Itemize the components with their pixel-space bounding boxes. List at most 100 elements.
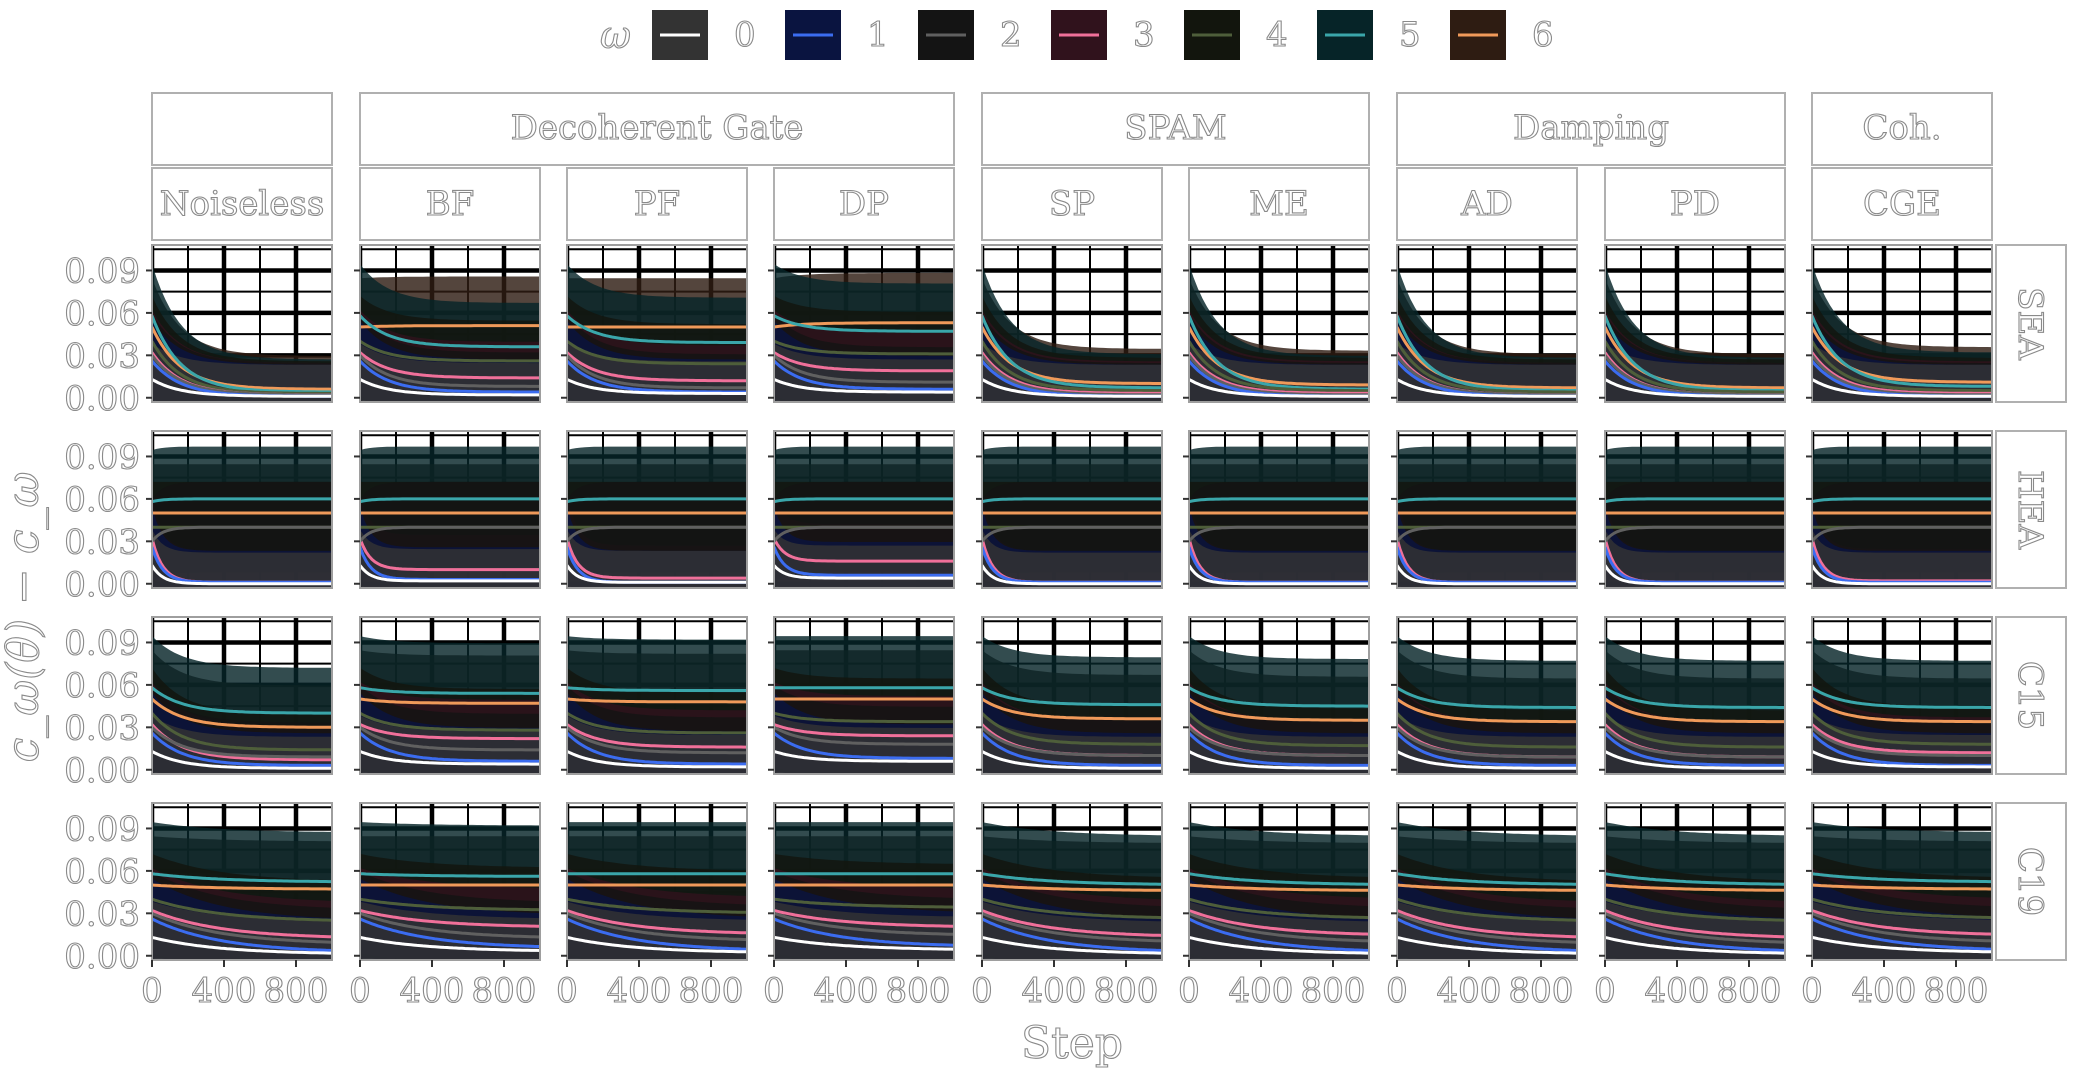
series-line-omega-1 bbox=[774, 359, 954, 391]
y-tick-label: 0.09 bbox=[64, 251, 140, 291]
panel-C15-PF bbox=[561, 616, 748, 775]
y-tick-label: 0.00 bbox=[64, 565, 140, 605]
legend-label-5: 5 bbox=[1399, 15, 1421, 55]
panel-SEA-PD bbox=[1599, 244, 1786, 403]
x-tick-label: 400 bbox=[1022, 971, 1087, 1011]
series-line-omega-0 bbox=[1397, 378, 1577, 398]
column-strip bbox=[773, 167, 955, 241]
column-strip-label: ME bbox=[1249, 184, 1309, 224]
x-tick-label: 0 bbox=[556, 971, 578, 1011]
series-line-omega-5 bbox=[1189, 686, 1369, 708]
series-line-omega-5 bbox=[152, 497, 332, 504]
group-strip-label: Coh. bbox=[1862, 108, 1941, 148]
series-line-omega-3 bbox=[1189, 909, 1369, 936]
series-line-omega-1 bbox=[152, 731, 332, 767]
series-line-omega-6 bbox=[360, 697, 540, 705]
panel-frame bbox=[773, 802, 955, 961]
panel-frame bbox=[359, 802, 541, 961]
series-line-omega-5 bbox=[1189, 497, 1369, 504]
series-line-omega-5 bbox=[1189, 872, 1369, 886]
series-line-omega-1 bbox=[1189, 917, 1369, 952]
series-line-omega-0 bbox=[152, 378, 332, 398]
panel-plot-area bbox=[360, 245, 540, 402]
panel-plot-area bbox=[567, 431, 747, 588]
y-tick-label: 0.06 bbox=[64, 480, 140, 520]
series-line-omega-4 bbox=[360, 897, 540, 912]
panel-frame bbox=[1396, 430, 1578, 589]
series-line-omega-3 bbox=[360, 537, 540, 572]
series-line-omega-4 bbox=[1812, 340, 1992, 393]
series-line-omega-5 bbox=[982, 497, 1162, 504]
series-line-omega-4 bbox=[567, 711, 747, 735]
y-tick-label: 0.06 bbox=[64, 852, 140, 892]
panel-frame bbox=[1604, 244, 1786, 403]
column-strip bbox=[981, 167, 1163, 241]
panel-SEA-ME bbox=[1183, 244, 1370, 403]
x-tick-label: 800 bbox=[264, 971, 329, 1011]
panel-frame bbox=[1396, 802, 1578, 961]
x-tick-label: 400 bbox=[400, 971, 465, 1011]
group-strip-label: Decoherent Gate bbox=[511, 108, 804, 148]
series-line-omega-2 bbox=[1812, 525, 1992, 543]
series-line-omega-4 bbox=[360, 339, 540, 363]
panel-frame bbox=[359, 430, 541, 589]
series-line-omega-5 bbox=[1605, 872, 1785, 886]
series-line-omega-2 bbox=[774, 354, 954, 384]
series-line-omega-4 bbox=[567, 339, 747, 366]
legend-key-2 bbox=[918, 10, 974, 60]
panel-frame bbox=[1188, 430, 1370, 589]
series-line-omega-3 bbox=[152, 909, 332, 939]
legend-key-3 bbox=[1051, 10, 1107, 60]
panel-plot-area bbox=[152, 803, 332, 960]
series-line-omega-0 bbox=[1812, 750, 1992, 769]
series-line-omega-4 bbox=[982, 897, 1162, 920]
column-strip-label: BF bbox=[426, 184, 475, 224]
panel-HEA-PD bbox=[1599, 430, 1786, 589]
panel-C19-BF bbox=[354, 802, 541, 967]
panel-frame bbox=[566, 616, 748, 775]
panel-SEA-DP bbox=[768, 244, 955, 403]
series-line-omega-5 bbox=[360, 497, 540, 504]
series-line-omega-0 bbox=[1812, 935, 1992, 954]
panel-plot-area bbox=[1605, 245, 1785, 402]
panel-HEA-BF bbox=[354, 430, 541, 589]
panel-plot-area bbox=[1397, 245, 1577, 402]
panel-C19-PD bbox=[1599, 802, 1786, 967]
panel-C15-AD bbox=[1391, 616, 1578, 775]
series-line-omega-3 bbox=[360, 351, 540, 380]
panel-plot-area bbox=[152, 245, 332, 402]
row-strip bbox=[1995, 616, 2067, 775]
row-strip bbox=[1995, 802, 2067, 961]
x-tick-label: 0 bbox=[141, 971, 163, 1011]
facet-panels bbox=[146, 244, 1993, 967]
panel-C15-DP bbox=[768, 616, 955, 775]
series-line-omega-2 bbox=[152, 726, 332, 759]
series-line-omega-3 bbox=[567, 538, 747, 580]
series-line-omega-4 bbox=[774, 711, 954, 724]
panel-plot-area bbox=[1397, 617, 1577, 774]
y-tick-label: 0.06 bbox=[64, 294, 140, 334]
series-line-omega-2 bbox=[774, 911, 954, 936]
series-line-omega-3 bbox=[360, 909, 540, 928]
series-line-omega-6 bbox=[1189, 883, 1369, 892]
y-tick-label: 0.09 bbox=[64, 623, 140, 663]
series-line-omega-1 bbox=[1812, 917, 1992, 951]
series-line-omega-0 bbox=[360, 378, 540, 397]
panel-plot-area bbox=[982, 245, 1162, 402]
panel-C19-PF bbox=[561, 802, 748, 967]
legend-label-1: 1 bbox=[867, 15, 889, 55]
y-tick-label: 0.09 bbox=[64, 437, 140, 477]
panel-frame bbox=[1811, 430, 1993, 589]
panel-SEA-CGE bbox=[1806, 244, 1993, 403]
series-line-omega-0 bbox=[360, 564, 540, 583]
series-line-omega-5 bbox=[1397, 497, 1577, 504]
panel-frame bbox=[359, 244, 541, 403]
x-tick-label: 0 bbox=[1386, 971, 1408, 1011]
series-line-omega-1 bbox=[567, 917, 747, 951]
panel-SEA-Noiseless bbox=[146, 244, 333, 403]
y-tick-label: 0.00 bbox=[64, 937, 140, 977]
panel-plot-area bbox=[1189, 617, 1369, 774]
series-line-omega-4 bbox=[1605, 897, 1785, 922]
panel-plot-area bbox=[774, 803, 954, 960]
